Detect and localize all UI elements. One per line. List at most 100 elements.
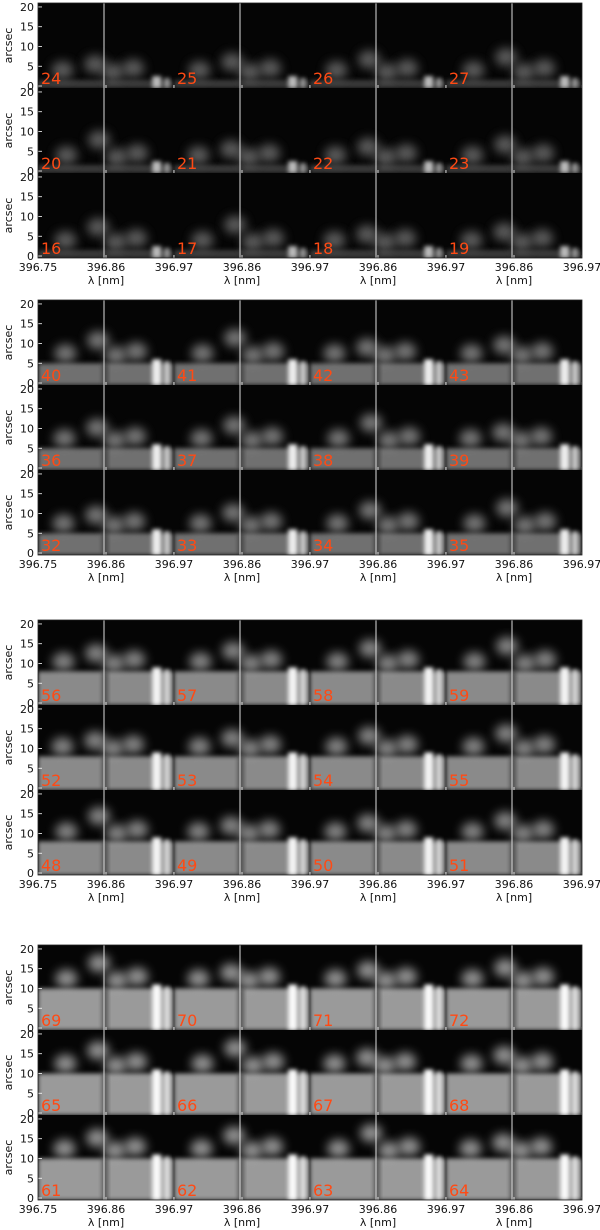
x-tick-label: 396.97 xyxy=(427,261,466,274)
emission-blob xyxy=(394,229,417,248)
emission-blob xyxy=(531,229,554,248)
bright-band xyxy=(572,839,578,875)
x-tick-label: 396.97 xyxy=(563,261,600,274)
y-tick-label: 0 xyxy=(27,1107,34,1120)
core-dark xyxy=(101,841,108,875)
emission-blob xyxy=(101,739,124,758)
x-tick-label: 396.86 xyxy=(223,1203,262,1216)
spectrum-panel xyxy=(174,300,310,385)
y-tick-label: 15 xyxy=(20,318,34,331)
panel-number: 17 xyxy=(177,239,197,258)
emission-blob xyxy=(101,63,124,82)
y-axis-label: arcsec xyxy=(2,28,15,64)
core-dark xyxy=(237,533,244,555)
emission-blob xyxy=(87,331,110,350)
y-tick-label: 20 xyxy=(20,171,34,184)
bright-band xyxy=(436,669,442,705)
panel-number: 63 xyxy=(313,1181,333,1200)
spectrum-panel xyxy=(446,1115,582,1200)
x-tick-label: 396.97 xyxy=(155,1203,194,1216)
core-dark xyxy=(237,363,244,385)
bright-band xyxy=(560,837,570,875)
bright-band xyxy=(288,359,298,385)
emission-blob xyxy=(459,1139,482,1158)
x-tick-label: 396.86 xyxy=(495,1203,534,1216)
panel-number: 70 xyxy=(177,1011,197,1030)
emission-blob xyxy=(241,1056,264,1075)
bright-band xyxy=(436,163,442,173)
emission-blob xyxy=(396,735,419,754)
emission-blob xyxy=(105,148,128,167)
emission-blob xyxy=(102,654,125,673)
emission-blob xyxy=(223,416,246,435)
bright-band xyxy=(436,754,442,790)
group-frame xyxy=(37,619,583,876)
emission-blob xyxy=(325,61,348,80)
y-tick-label: 15 xyxy=(20,723,34,736)
bright-band xyxy=(424,837,434,875)
emission-blob xyxy=(395,820,418,839)
spectrum-panel xyxy=(174,470,310,555)
emission-blob xyxy=(377,1141,400,1160)
bright-band xyxy=(152,529,162,555)
emission-blob xyxy=(126,967,149,986)
emission-blob xyxy=(496,498,519,517)
y-tick-label: 0 xyxy=(27,547,34,560)
spectrum-panel xyxy=(446,88,582,173)
y-tick-label: 5 xyxy=(27,60,34,73)
bright-band xyxy=(424,444,434,470)
panel-number: 48 xyxy=(41,856,61,875)
bright-band xyxy=(164,986,170,1030)
panel-number: 36 xyxy=(41,451,61,470)
emission-blob xyxy=(259,735,282,754)
x-tick-label: 396.86 xyxy=(87,878,126,891)
bright-band xyxy=(572,78,578,88)
bright-band xyxy=(436,1156,442,1200)
bright-band xyxy=(424,161,434,173)
panel-number: 38 xyxy=(313,451,333,470)
core-dark xyxy=(101,165,108,173)
bright-band xyxy=(300,986,306,1030)
panel-number: 71 xyxy=(313,1011,333,1030)
spectrum-panel xyxy=(446,3,582,88)
emission-blob xyxy=(374,824,397,843)
bright-band xyxy=(572,1156,578,1200)
y-tick-label: 20 xyxy=(20,1028,34,1041)
y-tick-label: 10 xyxy=(20,742,34,755)
core-dark xyxy=(509,448,516,470)
spectrum-panel xyxy=(174,945,310,1030)
emission-blob xyxy=(397,512,420,531)
emission-blob xyxy=(463,514,486,533)
y-tick-label: 5 xyxy=(27,1087,34,1100)
emission-blob xyxy=(52,514,75,533)
spectrum-panel xyxy=(174,1030,310,1115)
panel-number: 16 xyxy=(41,239,61,258)
spectrum-panel xyxy=(310,385,446,470)
panel-number: 72 xyxy=(449,1011,469,1030)
spectrum-panel xyxy=(310,945,446,1030)
emission-blob xyxy=(237,824,260,843)
spectrum-panel xyxy=(310,1030,446,1115)
core-dark xyxy=(237,80,244,88)
emission-blob xyxy=(238,739,261,758)
panel-number: 49 xyxy=(177,856,197,875)
spectrum-panel xyxy=(310,1115,446,1200)
bright-band xyxy=(288,161,298,173)
y-tick-label: 10 xyxy=(20,507,34,520)
emission-blob xyxy=(262,342,285,361)
emission-blob xyxy=(374,148,397,167)
emission-blob xyxy=(188,61,211,80)
y-axis-label: arcsec xyxy=(2,1055,15,1091)
emission-blob xyxy=(326,514,349,533)
emission-blob xyxy=(460,1054,483,1073)
x-axis-label: λ [nm] xyxy=(360,571,396,584)
y-tick-label: 20 xyxy=(20,1113,34,1126)
emission-blob xyxy=(124,427,147,446)
emission-blob xyxy=(86,1128,109,1147)
emission-blob xyxy=(493,222,516,241)
spectrum-panel xyxy=(38,3,174,88)
x-tick-label: 396.86 xyxy=(495,261,534,274)
core-dark xyxy=(237,165,244,173)
emission-blob xyxy=(324,146,347,165)
x-tick-label: 396.97 xyxy=(563,558,600,571)
